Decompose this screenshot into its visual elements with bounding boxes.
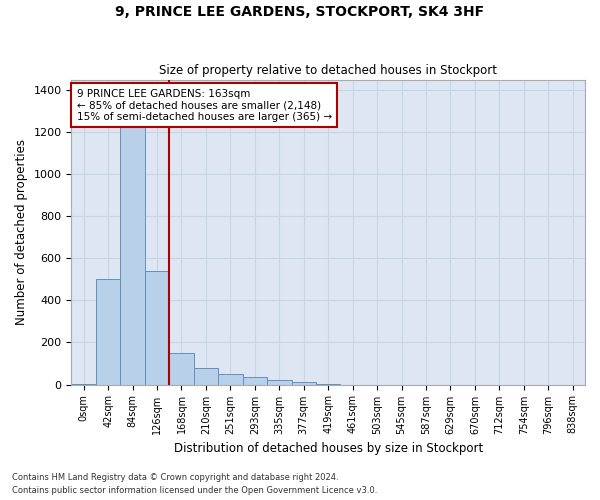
- Bar: [121, 124, 145, 384]
- Bar: [242, 377, 267, 384]
- Bar: [292, 382, 316, 384]
- Text: 9 PRINCE LEE GARDENS: 163sqm
← 85% of detached houses are smaller (2,148)
15% of: 9 PRINCE LEE GARDENS: 163sqm ← 85% of de…: [77, 88, 332, 122]
- Bar: [96, 280, 121, 384]
- Bar: [145, 271, 169, 384]
- Bar: [267, 380, 292, 384]
- Y-axis label: Number of detached properties: Number of detached properties: [15, 139, 28, 325]
- Text: Contains HM Land Registry data © Crown copyright and database right 2024.
Contai: Contains HM Land Registry data © Crown c…: [12, 474, 377, 495]
- Bar: [169, 353, 194, 384]
- Bar: [194, 368, 218, 384]
- X-axis label: Distribution of detached houses by size in Stockport: Distribution of detached houses by size …: [173, 442, 483, 455]
- Bar: [218, 374, 242, 384]
- Title: Size of property relative to detached houses in Stockport: Size of property relative to detached ho…: [159, 64, 497, 77]
- Text: 9, PRINCE LEE GARDENS, STOCKPORT, SK4 3HF: 9, PRINCE LEE GARDENS, STOCKPORT, SK4 3H…: [115, 5, 485, 19]
